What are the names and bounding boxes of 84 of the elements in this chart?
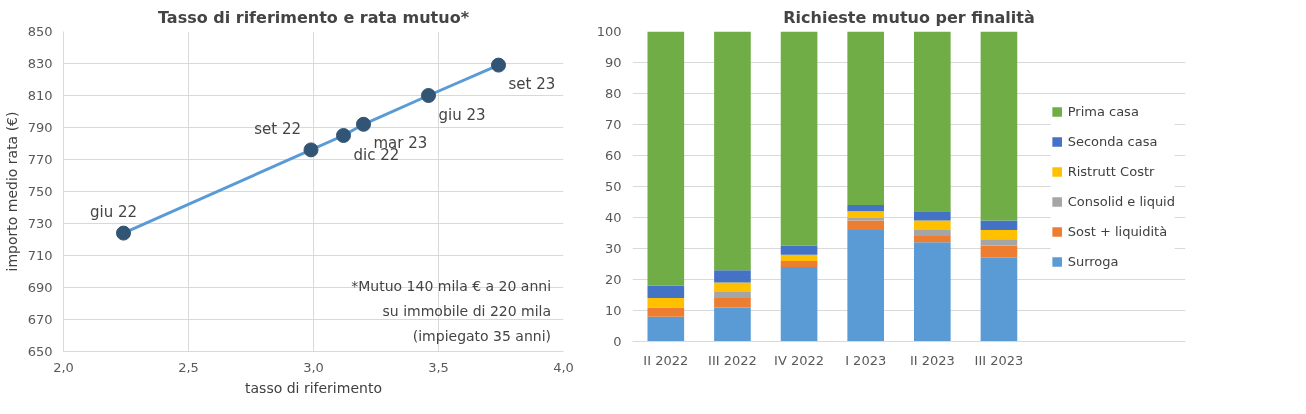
legend-label: Consolid e liquid xyxy=(1067,193,1175,209)
bar xyxy=(780,31,818,246)
bar xyxy=(914,220,951,230)
bar xyxy=(914,31,951,212)
y-tick-label: 710 xyxy=(27,248,53,263)
x-tick-label: III 2022 xyxy=(708,352,757,368)
annotation: set 22 xyxy=(254,119,301,138)
x-axis-title: tasso di riferimento xyxy=(245,379,382,396)
x-tick-label: I 2023 xyxy=(845,352,887,368)
y-tick-label: 730 xyxy=(27,216,53,231)
x-tick-label: 4,0 xyxy=(553,359,574,375)
bar xyxy=(647,31,685,286)
y-tick-label: 90 xyxy=(604,55,622,70)
bar xyxy=(847,31,885,206)
bar xyxy=(847,205,885,212)
y-tick-label: 750 xyxy=(27,184,53,199)
bar xyxy=(780,260,818,268)
x-tick-label: 3,0 xyxy=(303,359,324,375)
y-tick-label: 830 xyxy=(27,56,53,71)
bar xyxy=(914,236,951,243)
y-tick-label: 670 xyxy=(27,312,53,327)
y-tick-label: 20 xyxy=(604,272,622,287)
annotation: set 23 xyxy=(508,75,556,94)
bar xyxy=(847,220,885,230)
legend-label: Seconda casa xyxy=(1067,133,1158,149)
bar xyxy=(847,217,885,221)
x-tick-label: 3,5 xyxy=(428,359,449,375)
y-tick-label: 690 xyxy=(27,280,53,295)
bar xyxy=(914,211,951,221)
bar xyxy=(980,257,1018,342)
y-tick-label: 50 xyxy=(604,179,622,194)
y-tick-label: 650 xyxy=(27,344,53,359)
chart-title: Tasso di riferimento e rata mutuo* xyxy=(157,7,470,27)
bar xyxy=(647,298,685,308)
bar xyxy=(914,229,951,237)
y-tick-label: 770 xyxy=(27,152,53,167)
annotation: giu 23 xyxy=(438,105,486,124)
y-tick-label: 10 xyxy=(604,303,622,318)
x-tick-label: 2,5 xyxy=(178,359,199,375)
y-tick-label: 80 xyxy=(604,86,622,101)
bar xyxy=(714,270,751,283)
x-tick-label: II 2022 xyxy=(643,352,689,368)
y-tick-label: 70 xyxy=(604,117,622,132)
annotation: su immobile di 220 mila xyxy=(382,302,552,319)
bar xyxy=(847,211,885,218)
bar xyxy=(647,316,685,342)
y-tick-label: 60 xyxy=(604,148,622,163)
x-tick-label: II 2023 xyxy=(909,352,955,368)
bar xyxy=(714,307,751,342)
annotation: giu 22 xyxy=(89,203,138,222)
x-tick-label: IV 2022 xyxy=(774,352,825,368)
y-tick-label: 40 xyxy=(604,210,622,225)
bar xyxy=(647,307,685,317)
bar xyxy=(980,229,1018,240)
bar xyxy=(980,239,1018,246)
bar xyxy=(980,220,1018,230)
bar xyxy=(647,285,685,299)
y-axis-title: importo medio rata (€) xyxy=(3,111,20,272)
bar xyxy=(714,31,751,271)
bar xyxy=(914,242,951,342)
legend-label: Surroga xyxy=(1067,253,1119,269)
y-tick-label: 790 xyxy=(27,120,53,135)
bar xyxy=(980,245,1018,258)
y-tick-label: 810 xyxy=(27,88,53,103)
bar xyxy=(714,282,751,292)
bar xyxy=(780,245,818,255)
y-tick-label: 850 xyxy=(27,24,53,39)
bar xyxy=(780,254,818,261)
chart-title: Richieste mutuo per finalità xyxy=(783,7,1035,27)
y-tick-label: 30 xyxy=(604,241,622,256)
x-tick-label: 2,0 xyxy=(53,359,74,375)
legend-label: Prima casa xyxy=(1067,103,1139,119)
legend-label: Sost + liquidità xyxy=(1067,223,1168,239)
annotation: *Mutuo 140 mila € a 20 anni xyxy=(351,277,552,294)
bar xyxy=(780,267,818,342)
legend-label: Ristrutt Costr xyxy=(1067,163,1155,179)
bar xyxy=(714,298,751,308)
annotation: (impiegato 35 anni) xyxy=(412,327,552,344)
bar xyxy=(980,31,1018,221)
y-tick-label: 100 xyxy=(596,24,622,39)
bar xyxy=(847,229,885,342)
x-tick-label: III 2023 xyxy=(974,352,1024,368)
y-tick-label: 0 xyxy=(613,334,622,349)
bar xyxy=(714,291,751,299)
